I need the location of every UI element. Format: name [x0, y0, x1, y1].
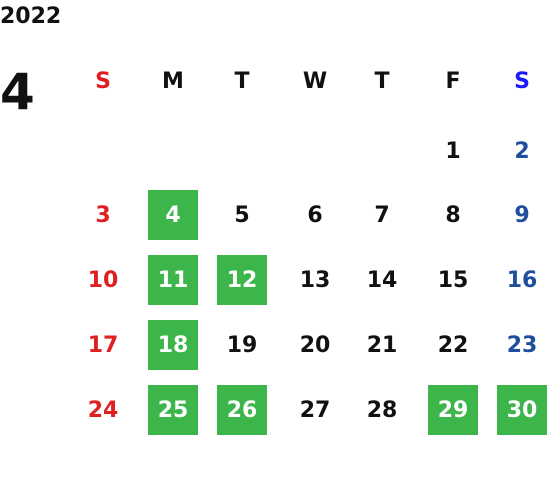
day: 20: [299, 332, 331, 358]
highlighted-day: 25: [148, 385, 198, 435]
weekday-header: W: [302, 68, 328, 94]
day: 7: [374, 202, 390, 228]
day: 24: [87, 397, 119, 423]
weekday-header: T: [374, 68, 390, 94]
day: 23: [506, 332, 538, 358]
day: 5: [234, 202, 250, 228]
day: 21: [366, 332, 398, 358]
highlighted-day: 11: [148, 255, 198, 305]
day: 10: [87, 267, 119, 293]
highlighted-day: 26: [217, 385, 267, 435]
weekday-header: S: [514, 68, 530, 94]
month: 4: [0, 63, 35, 121]
day: 17: [87, 332, 119, 358]
highlighted-day: 4: [148, 190, 198, 240]
highlighted-day: 12: [217, 255, 267, 305]
day: 15: [437, 267, 469, 293]
day: 9: [514, 202, 530, 228]
highlighted-day: 30: [497, 385, 547, 435]
day: 16: [506, 267, 538, 293]
highlighted-day: 29: [428, 385, 478, 435]
weekday-header: T: [234, 68, 250, 94]
day: 3: [95, 202, 111, 228]
day: 13: [299, 267, 331, 293]
day: 6: [307, 202, 323, 228]
day: 14: [366, 267, 398, 293]
day: 28: [366, 397, 398, 423]
weekday-header: M: [162, 68, 184, 94]
day: 1: [445, 138, 461, 164]
year: 2022: [0, 4, 62, 29]
day: 22: [437, 332, 469, 358]
weekday-header: S: [95, 68, 111, 94]
highlighted-day: 18: [148, 320, 198, 370]
day: 27: [299, 397, 331, 423]
day: 19: [226, 332, 258, 358]
weekday-header: F: [445, 68, 461, 94]
day: 8: [445, 202, 461, 228]
day: 2: [514, 138, 530, 164]
